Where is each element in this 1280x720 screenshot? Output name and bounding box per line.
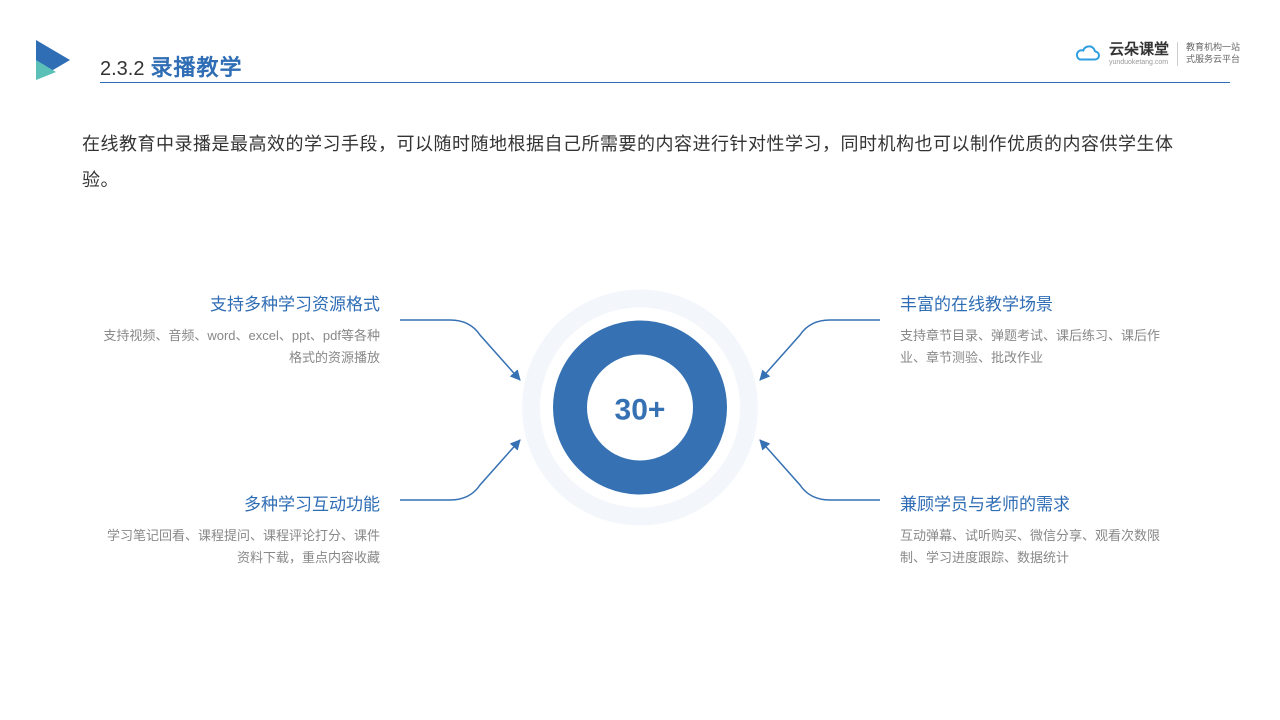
feature-top-left: 支持多种学习资源格式 支持视频、音频、word、excel、ppt、pdf等各种… [100,290,380,369]
feature-desc: 互动弹幕、试听购买、微信分享、观看次数限制、学习进度跟踪、数据统计 [900,525,1180,569]
header: 2.3.2 录播教学 云朵课堂 yunduoketang.com 教育机构一站 … [0,30,1280,90]
ring-icon: 30+ [510,278,770,538]
cloud-icon [1075,45,1101,63]
section-number: 2.3.2 [100,58,144,81]
feature-desc: 支持章节目录、弹题考试、课后练习、课后作业、章节测验、批改作业 [900,325,1180,369]
feature-title: 支持多种学习资源格式 [100,290,380,315]
section-title: 2.3.2 录播教学 [100,50,243,82]
logo-tagline: 教育机构一站 式服务云平台 [1186,42,1240,65]
feature-title: 丰富的在线教学场景 [900,290,1180,315]
logo-brand: 云朵课堂 [1109,42,1169,57]
logo-divider [1177,42,1178,66]
section-title-text: 录播教学 [150,50,242,82]
feature-bottom-right: 兼顾学员与老师的需求 互动弹幕、试听购买、微信分享、观看次数限制、学习进度跟踪、… [900,490,1180,569]
center-value: 30+ [615,394,666,427]
logo-url: yunduoketang.com [1109,59,1169,66]
feature-desc: 支持视频、音频、word、excel、ppt、pdf等各种格式的资源播放 [100,325,380,369]
play-triangle-icon [32,38,76,82]
feature-title: 多种学习互动功能 [100,490,380,515]
title-underline [100,82,1230,83]
brand-logo: 云朵课堂 yunduoketang.com 教育机构一站 式服务云平台 [1075,42,1240,66]
intro-paragraph: 在线教育中录播是最高效的学习手段，可以随时随地根据自己所需要的内容进行针对性学习… [82,126,1198,198]
feature-bottom-left: 多种学习互动功能 学习笔记回看、课程提问、课程评论打分、课件资料下载，重点内容收… [100,490,380,569]
feature-top-right: 丰富的在线教学场景 支持章节目录、弹题考试、课后练习、课后作业、章节测验、批改作… [900,290,1180,369]
feature-title: 兼顾学员与老师的需求 [900,490,1180,515]
feature-desc: 学习笔记回看、课程提问、课程评论打分、课件资料下载，重点内容收藏 [100,525,380,569]
center-circle: 30+ [510,278,770,543]
logo-text: 云朵课堂 yunduoketang.com [1109,42,1169,66]
